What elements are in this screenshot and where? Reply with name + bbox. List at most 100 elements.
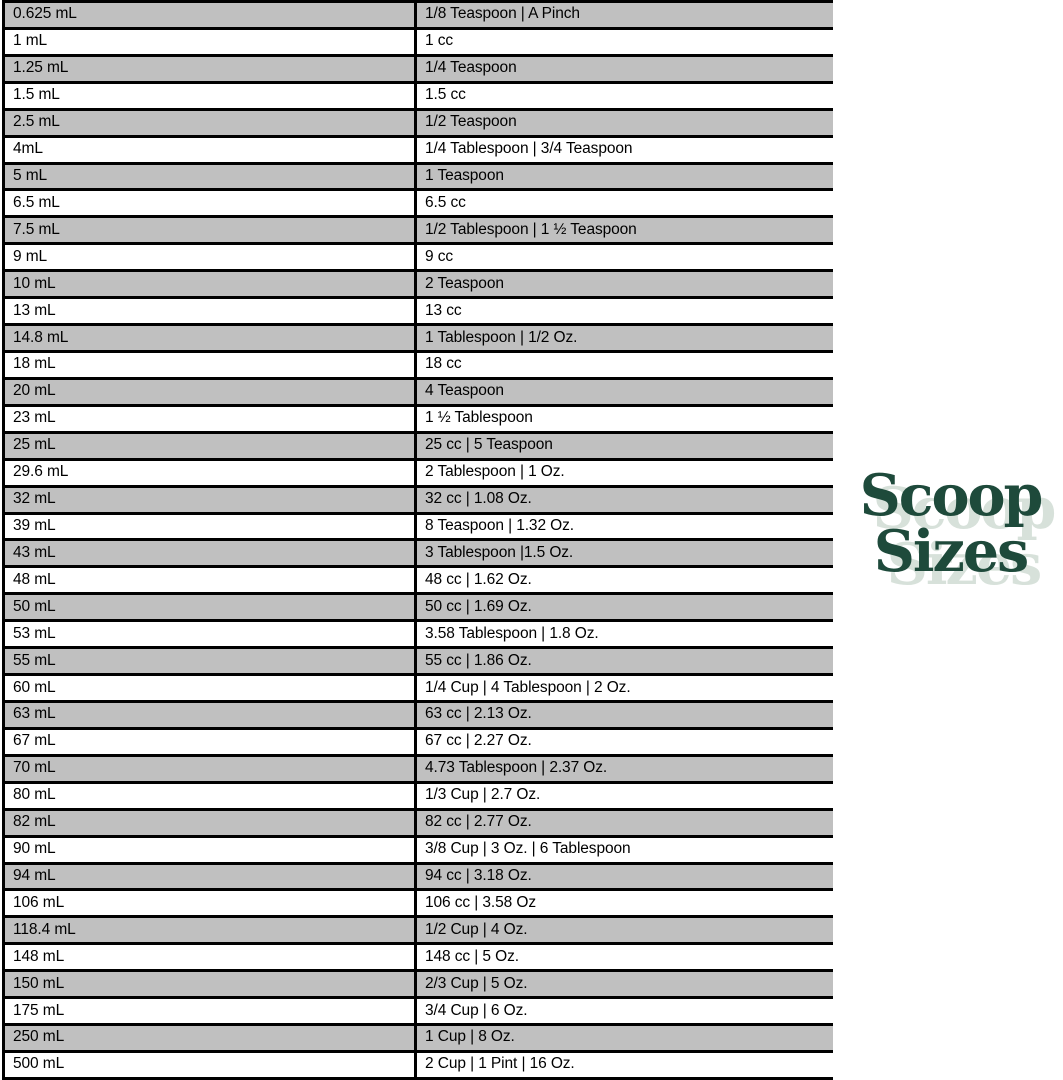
- conversion-table: 0.625 mL 1/8 Teaspoon | A Pinch 1 mL 1 c…: [2, 0, 833, 1080]
- table-row: 1 mL 1 cc: [2, 29, 833, 57]
- table-row: 55 mL 55 cc | 1.86 Oz.: [2, 649, 833, 677]
- equivalent-cell: 1.5 cc: [425, 86, 466, 104]
- table-row: 14.8 mL 1 Tablespoon | 1/2 Oz.: [2, 326, 833, 353]
- ml-cell: 2.5 mL: [2, 110, 417, 135]
- equivalent-cell: 3.58 Tablespoon | 1.8 Oz.: [425, 624, 599, 642]
- ml-cell: 500 mL: [2, 1052, 417, 1077]
- ml-cell: 90 mL: [2, 837, 417, 862]
- ml-cell: 14.8 mL: [2, 326, 417, 350]
- table-row: 148 mL 148 cc | 5 Oz.: [2, 945, 833, 973]
- equivalent-cell: 50 cc | 1.69 Oz.: [417, 595, 833, 620]
- ml-cell: 94 mL: [2, 864, 417, 889]
- equivalent-cell: 1/4 Teaspoon: [417, 56, 833, 81]
- equivalent-cell: 94 cc | 3.18 Oz.: [417, 864, 833, 889]
- ml-cell: 39 mL: [2, 514, 417, 539]
- equivalent-cell: 6.5 cc: [425, 193, 466, 211]
- ml-cell: 29.6 mL: [2, 460, 417, 485]
- table-row: 250 mL 1 Cup | 8 Oz.: [2, 1026, 833, 1053]
- equivalent-cell: 3 Tablespoon |1.5 Oz.: [417, 541, 833, 566]
- equivalent-cell: 1 ½ Tablespoon: [425, 409, 533, 427]
- ml-cell: 150 mL: [2, 972, 417, 997]
- ml-cell: 60 mL: [2, 676, 417, 700]
- table-row: 90 mL 3/8 Cup | 3 Oz. | 6 Tablespoon: [2, 837, 833, 865]
- ml-cell: 50 mL: [2, 595, 417, 620]
- table-row: 13 mL 13 cc: [2, 299, 833, 327]
- table-row: 63 mL 63 cc | 2.13 Oz.: [2, 702, 833, 730]
- logo-line-2: Sizes: [873, 517, 1030, 585]
- table-row: 1.25 mL 1/4 Teaspoon: [2, 56, 833, 84]
- equivalent-cell: 48 cc | 1.62 Oz.: [425, 570, 532, 588]
- ml-cell: 13 mL: [2, 299, 417, 324]
- table-row: 5 mL 1 Teaspoon: [2, 164, 833, 192]
- table-row: 70 mL 4.73 Tablespoon | 2.37 Oz.: [2, 756, 833, 784]
- equivalent-cell: 1/4 Tablespoon | 3/4 Teaspoon: [425, 140, 633, 158]
- table-row: 25 mL 25 cc | 5 Teaspoon: [2, 433, 833, 461]
- ml-cell: 106 mL: [2, 891, 417, 916]
- equivalent-cell: 63 cc | 2.13 Oz.: [417, 702, 833, 727]
- table-row: 32 mL 32 cc | 1.08 Oz.: [2, 487, 833, 515]
- table-row: 118.4 mL 1/2 Cup | 4 Oz.: [2, 918, 833, 946]
- ml-cell: 25 mL: [2, 433, 417, 458]
- table-row: 82 mL 82 cc | 2.77 Oz.: [2, 810, 833, 838]
- ml-cell: 67 mL: [2, 729, 417, 754]
- equivalent-cell: 67 cc | 2.27 Oz.: [425, 732, 532, 750]
- table-row: 6.5 mL 6.5 cc: [2, 191, 833, 219]
- table-row: 20 mL 4 Teaspoon: [2, 379, 833, 407]
- equivalent-cell: 82 cc | 2.77 Oz.: [417, 810, 833, 835]
- table-row: 94 mL 94 cc | 3.18 Oz.: [2, 864, 833, 892]
- ml-cell: 70 mL: [2, 756, 417, 781]
- equivalent-cell: 13 cc: [425, 301, 462, 319]
- equivalent-cell: 1/2 Teaspoon: [417, 110, 833, 135]
- ml-cell: 82 mL: [2, 810, 417, 835]
- equivalent-cell: 3/8 Cup | 3 Oz. | 6 Tablespoon: [425, 840, 631, 858]
- table-row: 7.5 mL 1/2 Tablespoon | 1 ½ Teaspoon: [2, 218, 833, 246]
- equivalent-cell: 8 Teaspoon | 1.32 Oz.: [425, 516, 574, 534]
- ml-cell: 48 mL: [2, 568, 417, 593]
- ml-cell: 6.5 mL: [2, 191, 417, 216]
- ml-cell: 43 mL: [2, 541, 417, 566]
- ml-cell: 175 mL: [2, 999, 417, 1024]
- equivalent-cell: 2 Tablespoon | 1 Oz.: [425, 463, 565, 481]
- ml-cell: 23 mL: [2, 406, 417, 431]
- table-row: 10 mL 2 Teaspoon: [2, 272, 833, 300]
- table-row: 1.5 mL 1.5 cc: [2, 83, 833, 111]
- table-row: 60 mL 1/4 Cup | 4 Tablespoon | 2 Oz.: [2, 676, 833, 703]
- equivalent-cell: 1/2 Tablespoon | 1 ½ Teaspoon: [417, 218, 833, 243]
- table-row: 500 mL 2 Cup | 1 Pint | 16 Oz.: [2, 1052, 833, 1080]
- ml-cell: 10 mL: [2, 272, 417, 297]
- equivalent-cell: 1 Teaspoon: [417, 164, 833, 189]
- table-row: 23 mL 1 ½ Tablespoon: [2, 406, 833, 434]
- table-row: 53 mL 3.58 Tablespoon | 1.8 Oz.: [2, 622, 833, 650]
- table-row: 2.5 mL 1/2 Teaspoon: [2, 110, 833, 138]
- conversion-table-body: 0.625 mL 1/8 Teaspoon | A Pinch 1 mL 1 c…: [2, 3, 833, 1080]
- equivalent-cell: 4 Teaspoon: [417, 379, 833, 404]
- table-row: 106 mL 106 cc | 3.58 Oz: [2, 891, 833, 919]
- equivalent-cell: 25 cc | 5 Teaspoon: [417, 433, 833, 458]
- ml-cell: 5 mL: [2, 164, 417, 189]
- ml-cell: 32 mL: [2, 487, 417, 512]
- ml-cell: 7.5 mL: [2, 218, 417, 243]
- equivalent-cell: 9 cc: [425, 247, 454, 265]
- table-row: 0.625 mL 1/8 Teaspoon | A Pinch: [2, 3, 833, 30]
- equivalent-cell: 18 cc: [425, 355, 462, 373]
- scoop-sizes-logo: Scoop Sizes: [838, 467, 1063, 585]
- table-row: 29.6 mL 2 Tablespoon | 1 Oz.: [2, 460, 833, 488]
- ml-cell: 80 mL: [2, 783, 417, 808]
- ml-cell: 0.625 mL: [2, 3, 417, 27]
- equivalent-cell: 1 Tablespoon | 1/2 Oz.: [417, 326, 833, 350]
- equivalent-cell: 3/4 Cup | 6 Oz.: [425, 1001, 528, 1019]
- equivalent-cell: 2 Cup | 1 Pint | 16 Oz.: [425, 1055, 575, 1073]
- equivalent-cell: 2 Teaspoon: [417, 272, 833, 297]
- ml-cell: 148 mL: [2, 945, 417, 970]
- ml-cell: 118.4 mL: [2, 918, 417, 943]
- ml-cell: 250 mL: [2, 1026, 417, 1050]
- ml-cell: 63 mL: [2, 702, 417, 727]
- ml-cell: 55 mL: [2, 649, 417, 674]
- ml-cell: 1.5 mL: [2, 83, 417, 108]
- equivalent-cell: 148 cc | 5 Oz.: [425, 947, 519, 965]
- table-row: 175 mL 3/4 Cup | 6 Oz.: [2, 999, 833, 1027]
- ml-cell: 53 mL: [2, 622, 417, 647]
- table-row: 48 mL 48 cc | 1.62 Oz.: [2, 568, 833, 596]
- table-row: 43 mL 3 Tablespoon |1.5 Oz.: [2, 541, 833, 569]
